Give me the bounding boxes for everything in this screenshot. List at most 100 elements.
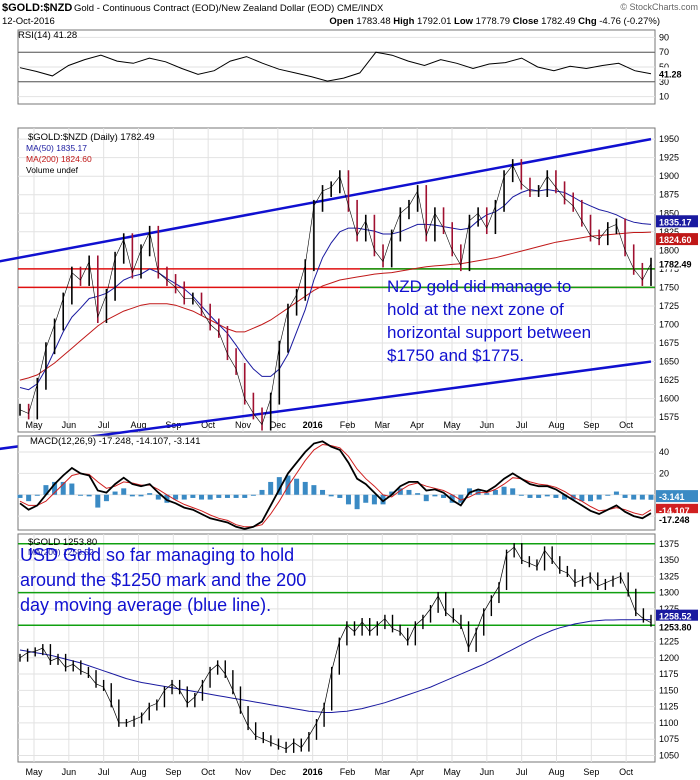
macd-tick-label: 20 [659,468,669,478]
usd-x-tick-label: Aug [548,767,564,777]
macd-histogram-bar [95,494,101,508]
price-tick-label: 1700 [659,319,679,329]
rsi-tick-label: 10 [659,92,669,102]
macd-histogram-bar [484,493,490,495]
main-legend-ma200: MA(200) 1824.60 [26,154,92,164]
ma200-line [19,231,652,381]
macd-histogram-bar [43,485,49,495]
price-tick-label: 1950 [659,134,679,144]
macd-histogram-bar [363,494,369,503]
macd-histogram-bar [311,485,317,495]
usd-tick-label: 1075 [659,734,679,744]
usd-x-tick-label: Oct [201,767,216,777]
price-tick-label: 1850 [659,208,679,218]
nzd-annotation: NZD gold did manage to hold at the next … [387,277,591,365]
macd-histogram-bar [294,478,300,495]
price-x-tick-label: Jul [98,420,110,430]
price-tick-label: 1925 [659,153,679,163]
usd-frame [17,533,656,763]
macd-histogram-bar [52,481,58,495]
macd-histogram-bar [415,493,421,495]
symbol-description: Gold - Continuous Contract (EOD)/New Zea… [74,3,384,14]
watermark: © StockCharts.com [620,2,698,12]
gold-usd-panel: 1050107511001125115011751200122512501275… [17,533,698,777]
macd-legend: MACD(12,26,9) -17.248, -14.107, -3.141 [30,436,201,447]
price-tick-label: 1750 [659,282,679,292]
macd-histogram-bar [639,494,645,500]
macd-histogram-bar [138,494,144,497]
macd-histogram-bar [432,494,438,497]
price-panel: 1575160016251650167517001725175017751800… [0,127,698,451]
macd-value-tag-bg [656,513,698,526]
rsi-legend: RSI(14) 41.28 [18,30,77,41]
macd-histogram-bar [492,489,498,495]
macd-line [19,440,652,530]
nzd-annotation-line: $1750 and $1775. [387,346,524,365]
macd-histogram-bar [466,488,472,495]
macd-histogram-bar [69,483,75,495]
price-x-tick-label: Apr [410,420,424,430]
macd-histogram-bar [579,494,585,502]
macd-histogram-bar [648,494,654,500]
usd-x-tick-label: Oct [619,767,634,777]
usd-x-tick-label: May [25,767,43,777]
macd-histogram-bar [26,494,32,502]
price-tick-label: 1625 [659,375,679,385]
price-tick-label: 1900 [659,171,679,181]
ma50-line [19,188,652,391]
usd-price-line [19,546,652,750]
usd-tick-label: 1100 [659,718,678,728]
rsi-tick-label: 70 [659,47,669,57]
macd-histogram-bar [86,494,92,497]
macd-histogram-bar [147,493,153,495]
price-tick-label: 1675 [659,338,679,348]
usd-annotation: USD Gold so far managing to hold around … [20,545,306,615]
macd-histogram-bar [259,489,265,495]
chart-date: 12-Oct-2016 [2,16,55,27]
macd-histogram-bar [155,494,161,500]
macd-tick-label: 40 [659,447,669,457]
macd-histogram-bar [371,494,377,505]
macd-histogram-bar [242,494,248,498]
macd-histogram-bar [380,494,386,505]
usd-x-tick-label: Sep [583,767,599,777]
usd-tick-label: 1325 [659,571,679,581]
macd-histogram-bar [553,494,559,498]
rsi-tick-label: 90 [659,32,669,42]
macd-panel: -2002040-3.141-14.107-17.248 [17,435,698,531]
macd-histogram-bar [190,494,196,498]
macd-signal-tag-bg [656,503,698,516]
usd-tick-label: 1225 [659,636,679,646]
rsi-tick-label: 50 [659,62,669,72]
macd-histogram-bar [302,481,308,495]
usd-tick-label: 1275 [659,604,679,614]
usd-x-tick-label: Sep [165,767,181,777]
macd-histogram-bar [216,494,222,498]
price-tick-label: 1725 [659,301,679,311]
nzd-annotation-line: horizontal support between [387,323,591,342]
price-x-tick-label: Jul [516,420,528,430]
price-x-tick-label: Jun [62,420,77,430]
usd-legend-title: $GOLD 1253.80 [28,537,97,548]
main-legend-title: $GOLD:$NZD (Daily) 1782.49 [28,132,155,143]
rsi-line [19,51,652,82]
usd-x-tick-label: Mar [375,767,391,777]
usd-last-price-tag: 1253.80 [659,623,692,633]
usd-last-price-tag-bg [656,620,698,633]
macd-histogram-bar [233,494,239,498]
macd-histogram-bar [337,494,343,498]
price-line [19,164,652,426]
macd-histogram-bar [527,494,533,498]
macd-histogram-bar [441,494,447,498]
price-x-tick-label: Nov [235,420,252,430]
macd-histogram-bar [250,494,256,496]
price-x-tick-label: Jun [480,420,495,430]
macd-histogram-bar [207,494,213,500]
macd-histogram-bar [181,494,187,500]
macd-histogram-bar [397,488,403,495]
usd-ma200-line [19,619,651,713]
price-x-tick-label: May [25,420,43,430]
usd-annotation-line: day moving average (blue line). [20,595,271,615]
price-x-tick-label: May [443,420,461,430]
macd-histogram-bar [458,494,464,503]
